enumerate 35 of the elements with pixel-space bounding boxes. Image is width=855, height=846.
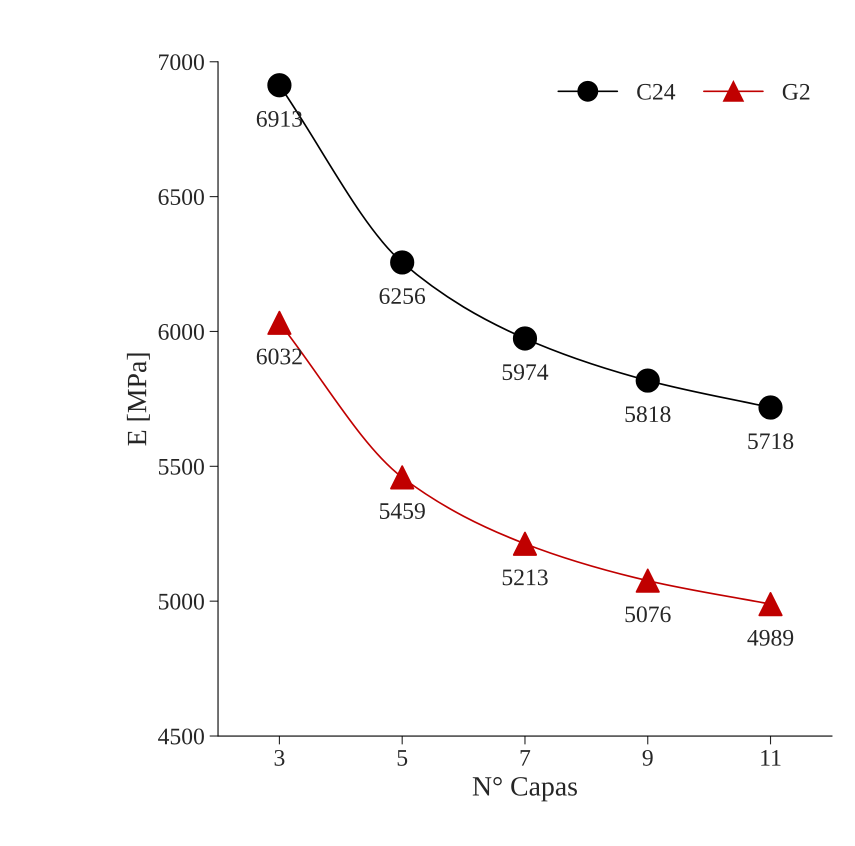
data-label: 6032 — [256, 348, 302, 364]
point — [758, 395, 783, 420]
y-tick-label: 5000 — [158, 594, 204, 610]
data-label: 5459 — [380, 503, 425, 519]
x-tick-label: 9 — [642, 750, 653, 766]
x-axis-title: N° Capas — [472, 776, 577, 802]
data-label: 5974 — [502, 364, 548, 380]
point — [267, 310, 292, 335]
y-tick-label: 6000 — [158, 324, 204, 340]
data-label: 5076 — [626, 606, 671, 622]
x-tick-label: 5 — [398, 750, 408, 766]
point — [636, 568, 660, 593]
x-tick-label: 7 — [520, 750, 530, 766]
point — [267, 73, 292, 98]
y-tick-label: 5500 — [158, 458, 204, 475]
y-tick-label: 7000 — [159, 54, 204, 70]
legend-label: G2 — [782, 84, 810, 100]
point — [512, 532, 538, 556]
data-label: 5818 — [626, 406, 670, 422]
y-axis-title: E [MPa] — [126, 354, 150, 446]
data-label: 6256 — [380, 288, 426, 304]
point — [636, 368, 660, 393]
x-tick-label: 11 — [761, 750, 780, 766]
y-tick-label: 6500 — [158, 189, 204, 206]
point — [758, 592, 783, 616]
legend-label: C24 — [637, 84, 676, 100]
data-label: 4989 — [747, 630, 794, 646]
y-tick-label: 4500 — [158, 728, 204, 744]
data-label: 5718 — [748, 433, 794, 450]
x-tick-label: 3 — [274, 750, 284, 766]
point — [512, 326, 538, 351]
data-label: 6913 — [256, 110, 302, 127]
point — [390, 465, 414, 490]
data-label: 5213 — [502, 569, 548, 586]
point — [390, 250, 414, 275]
